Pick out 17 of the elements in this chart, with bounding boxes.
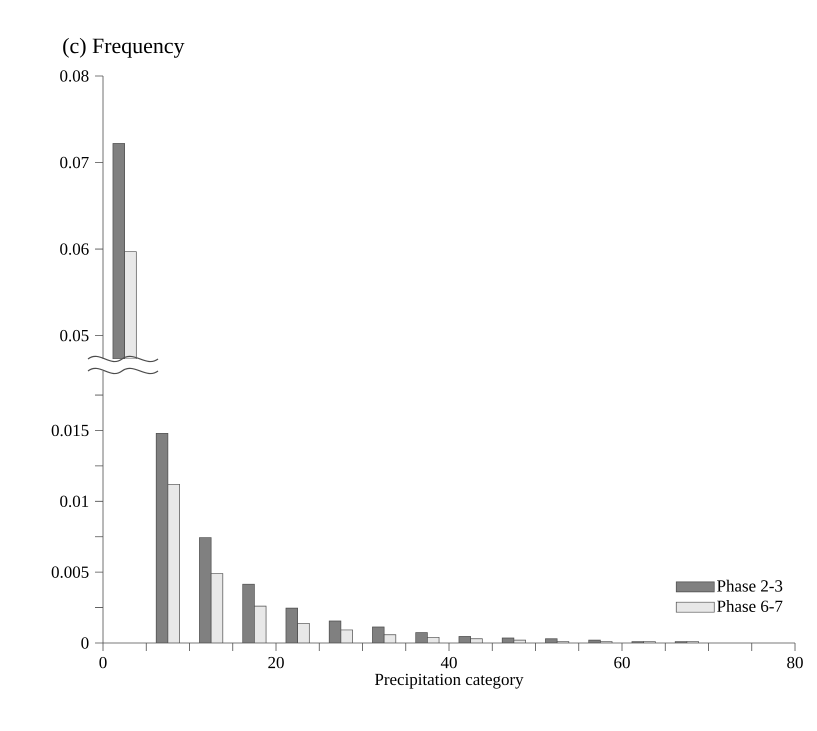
- y-tick-label: 0.005: [52, 566, 89, 578]
- legend-label: Phase 2-3: [717, 580, 782, 592]
- y-tick-label: 0.08: [60, 70, 89, 82]
- y-tick-label: 0: [81, 637, 89, 649]
- x-tick-label: 0: [99, 656, 107, 668]
- x-tick-label: 60: [614, 656, 630, 668]
- x-tick-label: 20: [268, 656, 284, 668]
- y-tick-label: 0.06: [60, 243, 89, 255]
- y-tick-label: 0.07: [60, 156, 89, 168]
- x-tick-label: 40: [440, 656, 457, 668]
- legend-label: Phase 6-7: [717, 600, 782, 612]
- y-tick-label: 0.015: [52, 424, 89, 436]
- y-tick-label: 0.01: [60, 496, 88, 508]
- chart-title: (c) Frequency: [63, 38, 184, 58]
- x-tick-label: 80: [787, 656, 803, 668]
- x-axis-title: Precipitation category: [374, 674, 524, 689]
- y-tick-label: 0.05: [60, 330, 89, 342]
